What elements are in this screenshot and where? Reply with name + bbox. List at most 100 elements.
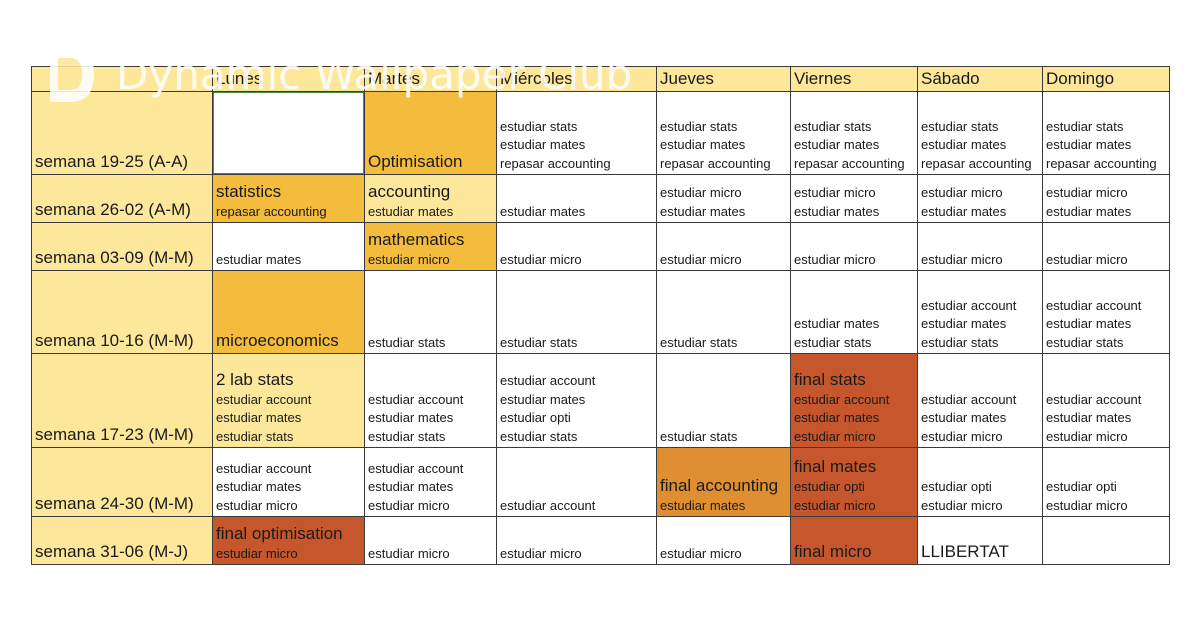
header-day-cell[interactable]: Viernes bbox=[790, 66, 918, 92]
day-cell[interactable]: microeconomics bbox=[212, 270, 365, 354]
day-cell[interactable]: estudiar stats bbox=[496, 270, 657, 354]
day-cell[interactable]: estudiar mates estudiar stats bbox=[790, 270, 918, 354]
day-cell[interactable]: estudiar micro bbox=[656, 222, 791, 271]
cell-task: estudiar opti bbox=[500, 410, 571, 425]
day-cell[interactable]: estudiar account estudiar mates estudiar o… bbox=[496, 353, 657, 448]
day-cell[interactable]: estudiar stats estudiar mates repasar acco… bbox=[790, 91, 918, 175]
cell-task: estudiar stats bbox=[660, 334, 738, 350]
header-corner-cell[interactable] bbox=[31, 66, 213, 92]
day-cell[interactable]: estudiar account estudiar mates estudiar s… bbox=[917, 270, 1043, 354]
day-cell[interactable]: estudiar stats estudiar mates repasar acco… bbox=[496, 91, 657, 175]
header-day-cell[interactable]: Domingo bbox=[1042, 66, 1170, 92]
cell-task: estudiar account bbox=[921, 297, 1017, 313]
day-cell[interactable]: estudiar micro bbox=[1042, 222, 1170, 271]
day-cell[interactable]: estudiar micro bbox=[364, 516, 497, 565]
cell-title: final optimisation bbox=[216, 523, 343, 543]
week-row: semana 26-02 (A-M) statistics repasar acco… bbox=[31, 174, 1170, 223]
cell-task: repasar accounting bbox=[500, 155, 611, 171]
day-cell[interactable]: estudiar stats estudiar mates repasar acco… bbox=[1042, 91, 1170, 175]
week-label-cell[interactable]: semana 26-02 (A-M) bbox=[31, 174, 213, 223]
day-cell[interactable]: final stats estudiar account estudiar mate… bbox=[790, 353, 918, 448]
cell-task: estudiar micro bbox=[921, 185, 1003, 200]
day-cell[interactable]: estudiar opti estudiar micro bbox=[917, 447, 1043, 517]
day-cell[interactable]: estudiar account estudiar mates estudiar m… bbox=[364, 447, 497, 517]
day-cell[interactable]: final micro bbox=[790, 516, 918, 565]
day-cell[interactable]: estudiar account estudiar mates estudiar m… bbox=[917, 353, 1043, 448]
cell-task: estudiar mates bbox=[500, 137, 586, 152]
day-cell[interactable]: estudiar stats estudiar mates repasar acco… bbox=[656, 91, 791, 175]
day-cell[interactable]: estudiar micro bbox=[917, 222, 1043, 271]
cell-task: estudiar mates bbox=[794, 316, 880, 331]
day-cell[interactable]: accounting estudiar mates bbox=[364, 174, 497, 223]
header-day-cell[interactable]: Lunes bbox=[212, 66, 365, 92]
cell-task: estudiar stats bbox=[794, 334, 872, 350]
cell-task: estudiar account bbox=[216, 460, 312, 476]
day-cell[interactable]: Optimisation bbox=[364, 91, 497, 175]
week-label-cell[interactable]: semana 24-30 (M-M) bbox=[31, 447, 213, 517]
day-cell[interactable]: estudiar stats bbox=[364, 270, 497, 354]
day-cell[interactable]: estudiar opti estudiar micro bbox=[1042, 447, 1170, 517]
cell-task: estudiar micro bbox=[1046, 185, 1128, 200]
cell-task: estudiar mates bbox=[1046, 410, 1132, 425]
cell-task: estudiar mates bbox=[794, 137, 880, 152]
day-cell[interactable]: final mates estudiar opti estudiar micro bbox=[790, 447, 918, 517]
cell-task: estudiar stats bbox=[216, 428, 294, 444]
cell-task: estudiar micro bbox=[1046, 428, 1128, 444]
day-cell[interactable]: estudiar micro bbox=[790, 222, 918, 271]
day-cell[interactable]: estudiar account estudiar mates estudiar m… bbox=[1042, 353, 1170, 448]
cell-task: estudiar opti bbox=[921, 479, 992, 494]
day-cell[interactable]: estudiar micro bbox=[656, 516, 791, 565]
day-cell[interactable]: 2 lab stats estudiar account estudiar mate… bbox=[212, 353, 365, 448]
header-day-cell[interactable]: Martes bbox=[364, 66, 497, 92]
week-label-cell[interactable]: semana 10-16 (M-M) bbox=[31, 270, 213, 354]
cell-task: estudiar micro bbox=[660, 545, 742, 561]
week-label-cell[interactable]: semana 19-25 (A-A) bbox=[31, 91, 213, 175]
day-cell[interactable]: estudiar micro estudiar mates bbox=[790, 174, 918, 223]
day-cell[interactable]: estudiar micro estudiar mates bbox=[917, 174, 1043, 223]
cell-task: estudiar micro bbox=[921, 428, 1003, 444]
header-day-cell[interactable]: Jueves bbox=[656, 66, 791, 92]
day-cell[interactable]: statistics repasar accounting bbox=[212, 174, 365, 223]
day-cell[interactable]: final accounting estudiar mates bbox=[656, 447, 791, 517]
cell-task: estudiar mates bbox=[921, 410, 1007, 425]
cell-task: estudiar stats bbox=[921, 334, 999, 350]
cell-task: estudiar stats bbox=[1046, 334, 1124, 350]
day-cell[interactable]: mathematics estudiar micro bbox=[364, 222, 497, 271]
day-cell[interactable]: estudiar account bbox=[496, 447, 657, 517]
day-cell[interactable]: final optimisation estudiar micro bbox=[212, 516, 365, 565]
day-cell[interactable]: estudiar stats bbox=[656, 270, 791, 354]
week-label-cell[interactable]: semana 03-09 (M-M) bbox=[31, 222, 213, 271]
week-row: semana 17-23 (M-M) 2 lab stats estudiar ac… bbox=[31, 353, 1170, 448]
day-cell[interactable]: estudiar micro estudiar mates bbox=[1042, 174, 1170, 223]
week-label-cell[interactable]: semana 31-06 (M-J) bbox=[31, 516, 213, 565]
cell-task: estudiar mates bbox=[1046, 316, 1132, 331]
day-cell[interactable]: estudiar mates bbox=[496, 174, 657, 223]
cell-task: estudiar mates bbox=[794, 410, 880, 425]
day-cell[interactable]: estudiar stats bbox=[656, 353, 791, 448]
cell-task: estudiar stats bbox=[794, 118, 872, 134]
day-cell[interactable]: estudiar micro bbox=[496, 222, 657, 271]
day-cell[interactable]: estudiar account estudiar mates estudiar s… bbox=[1042, 270, 1170, 354]
day-cell[interactable] bbox=[212, 91, 365, 175]
week-label-cell[interactable]: semana 17-23 (M-M) bbox=[31, 353, 213, 448]
header-day-cell[interactable]: Miércoles bbox=[496, 66, 657, 92]
cell-task: estudiar micro bbox=[921, 251, 1003, 267]
day-cell[interactable]: estudiar micro bbox=[496, 516, 657, 565]
header-day-cell[interactable]: Sábado bbox=[917, 66, 1043, 92]
cell-title: statistics bbox=[216, 181, 282, 201]
day-cell[interactable]: estudiar account estudiar mates estudiar s… bbox=[364, 353, 497, 448]
cell-task: estudiar account bbox=[500, 497, 596, 513]
day-cell[interactable]: estudiar stats estudiar mates repasar acco… bbox=[917, 91, 1043, 175]
cell-task: estudiar stats bbox=[500, 334, 578, 350]
cell-task: estudiar stats bbox=[660, 428, 738, 444]
cell-task: estudiar mates bbox=[216, 479, 302, 494]
cell-task: estudiar account bbox=[500, 373, 596, 388]
day-cell[interactable]: estudiar account estudiar mates estudiar m… bbox=[212, 447, 365, 517]
cell-task: estudiar mates bbox=[794, 203, 880, 219]
day-cell[interactable] bbox=[1042, 516, 1170, 565]
day-cell[interactable]: LLIBERTAT bbox=[917, 516, 1043, 565]
day-cell[interactable]: estudiar mates bbox=[212, 222, 365, 271]
cell-task: estudiar account bbox=[216, 391, 312, 407]
day-cell[interactable]: estudiar micro estudiar mates bbox=[656, 174, 791, 223]
cell-task: repasar accounting bbox=[1046, 155, 1157, 171]
